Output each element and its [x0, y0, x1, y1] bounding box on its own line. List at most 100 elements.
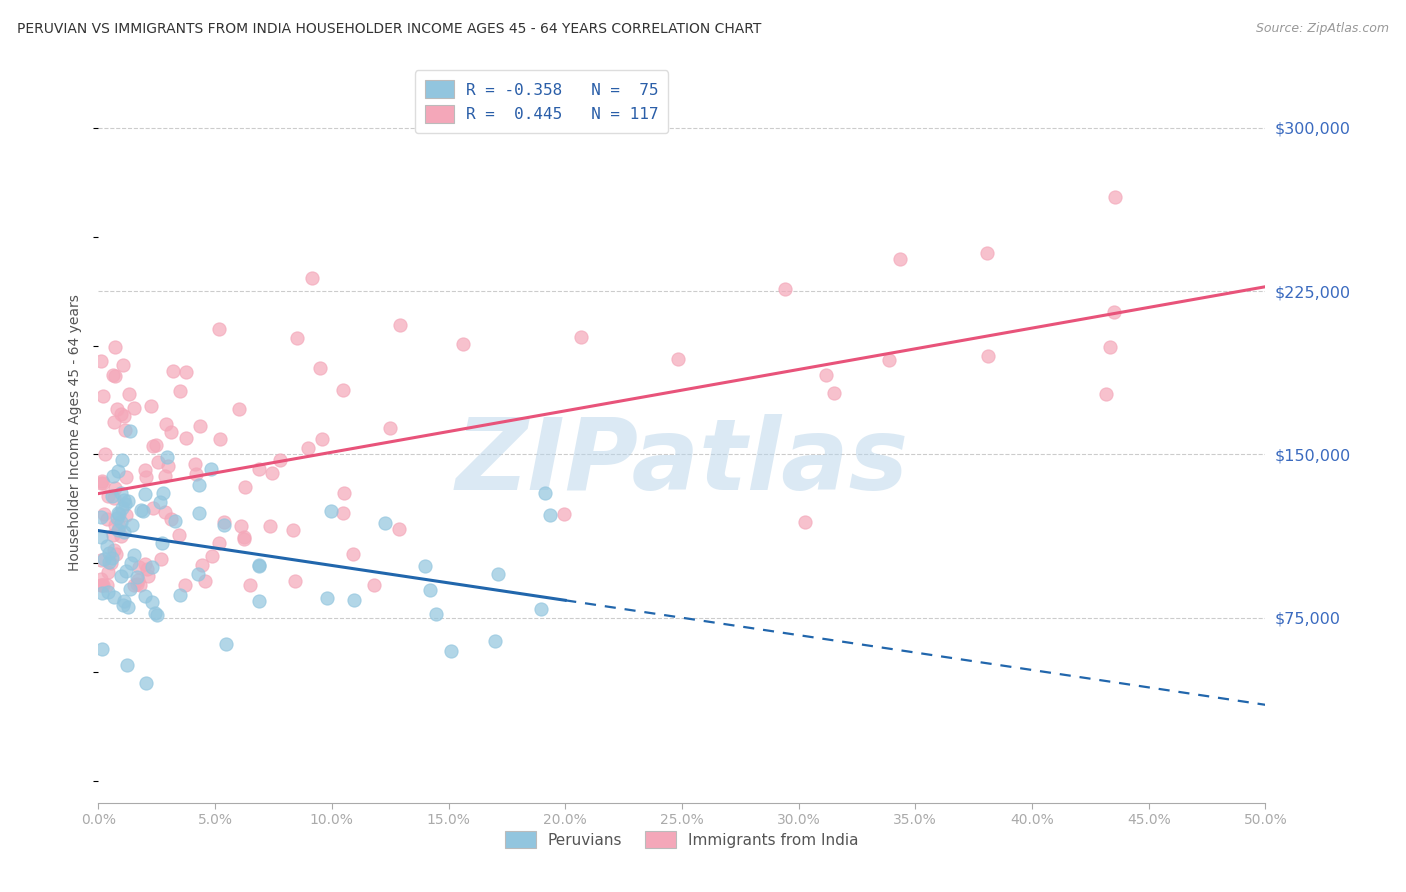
- Point: [316, 591, 339, 606]
- Point: [1104, 190, 1126, 204]
- Point: [91, 474, 114, 488]
- Point: [311, 432, 333, 446]
- Point: [125, 569, 148, 583]
- Point: [127, 574, 149, 588]
- Point: [389, 318, 412, 333]
- Point: [134, 487, 156, 501]
- Point: [98, 555, 121, 569]
- Point: [378, 421, 401, 435]
- Point: [129, 503, 152, 517]
- Point: [169, 588, 191, 602]
- Point: [156, 450, 179, 465]
- Point: [96, 512, 118, 526]
- Point: [107, 523, 129, 537]
- Point: [91, 578, 114, 592]
- Point: [538, 508, 561, 522]
- Point: [814, 368, 837, 382]
- Point: [160, 512, 183, 526]
- Point: [111, 598, 134, 612]
- Point: [153, 505, 176, 519]
- Point: [103, 590, 125, 604]
- Point: [103, 491, 125, 505]
- Point: [103, 415, 125, 429]
- Text: PERUVIAN VS IMMIGRANTS FROM INDIA HOUSEHOLDER INCOME AGES 45 - 64 YEARS CORRELAT: PERUVIAN VS IMMIGRANTS FROM INDIA HOUSEH…: [17, 22, 761, 37]
- Point: [90, 585, 112, 599]
- Point: [233, 530, 256, 544]
- Point: [149, 552, 172, 566]
- Point: [149, 495, 172, 509]
- Point: [321, 504, 343, 518]
- Point: [107, 508, 129, 522]
- Point: [162, 363, 184, 377]
- Point: [120, 557, 142, 571]
- Point: [343, 592, 366, 607]
- Point: [134, 558, 156, 572]
- Point: [285, 330, 308, 344]
- Point: [100, 489, 122, 503]
- Point: [212, 515, 235, 529]
- Point: [215, 637, 238, 651]
- Point: [114, 423, 136, 437]
- Point: [122, 401, 145, 416]
- Point: [135, 562, 157, 576]
- Point: [977, 349, 1000, 363]
- Point: [200, 462, 222, 476]
- Point: [134, 463, 156, 477]
- Point: [569, 330, 592, 344]
- Point: [115, 508, 138, 523]
- Point: [155, 417, 177, 432]
- Point: [156, 458, 179, 473]
- Point: [115, 658, 138, 673]
- Point: [413, 559, 436, 574]
- Point: [122, 578, 145, 592]
- Point: [96, 489, 118, 503]
- Point: [794, 515, 817, 529]
- Point: [142, 439, 165, 453]
- Point: [105, 402, 128, 417]
- Point: [169, 384, 191, 398]
- Point: [143, 607, 166, 621]
- Point: [90, 530, 112, 544]
- Point: [877, 353, 900, 368]
- Point: [1099, 340, 1122, 354]
- Point: [103, 368, 125, 383]
- Point: [114, 497, 136, 511]
- Point: [775, 283, 797, 297]
- Point: [425, 607, 447, 622]
- Point: [530, 602, 553, 616]
- Text: ZIPatlas: ZIPatlas: [456, 414, 908, 511]
- Point: [135, 676, 157, 690]
- Point: [666, 351, 689, 366]
- Point: [93, 552, 115, 566]
- Point: [117, 599, 139, 614]
- Point: [104, 481, 127, 495]
- Point: [374, 516, 396, 530]
- Text: Source: ZipAtlas.com: Source: ZipAtlas.com: [1256, 22, 1389, 36]
- Point: [134, 589, 156, 603]
- Point: [332, 506, 354, 520]
- Point: [174, 432, 197, 446]
- Point: [208, 536, 231, 550]
- Point: [118, 424, 141, 438]
- Point: [173, 578, 195, 592]
- Point: [553, 508, 575, 522]
- Point: [97, 565, 120, 579]
- Point: [125, 576, 148, 591]
- Point: [247, 558, 270, 573]
- Point: [90, 578, 112, 592]
- Point: [153, 469, 176, 483]
- Point: [141, 500, 163, 515]
- Point: [484, 633, 506, 648]
- Point: [152, 486, 174, 500]
- Point: [247, 559, 270, 574]
- Point: [419, 582, 441, 597]
- Point: [135, 469, 157, 483]
- Point: [110, 515, 132, 529]
- Point: [112, 593, 135, 607]
- Point: [332, 486, 354, 500]
- Point: [141, 594, 163, 608]
- Point: [486, 567, 509, 582]
- Point: [194, 574, 217, 588]
- Point: [187, 567, 209, 582]
- Point: [104, 517, 127, 532]
